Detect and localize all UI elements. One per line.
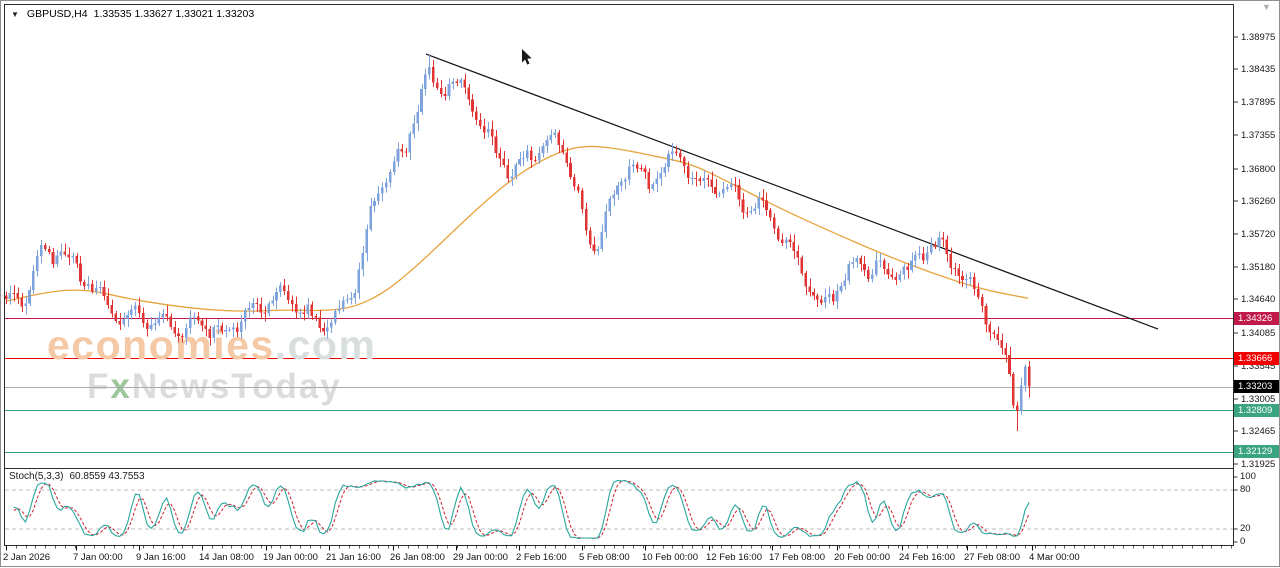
stochastic-axis-tick: 80: [1240, 484, 1251, 495]
stochastic-k-line: [13, 479, 1030, 539]
horizontal-level-lines[interactable]: [5, 318, 1233, 453]
time-axis-label: 2 Feb 16:00: [516, 552, 567, 563]
time-axis-label: 29 Jan 00:00: [453, 552, 508, 563]
price-axis-tick: 1.36800: [1241, 163, 1276, 175]
price-axis-tick: 1.31925: [1241, 458, 1276, 470]
stochastic-values: 60.8559 43.7553: [69, 471, 145, 482]
time-axis-label: 27 Feb 08:00: [964, 552, 1020, 563]
price-axis-tick: 1.34640: [1241, 294, 1276, 306]
price-axis-tick: 1.35720: [1241, 229, 1276, 240]
price-axis-tick: 1.34085: [1241, 328, 1276, 340]
level-price-tag: 1.34326: [1234, 311, 1279, 325]
price-axis-tick: 1.33005: [1241, 393, 1276, 405]
time-axis-label: 20 Feb 00:00: [834, 552, 890, 563]
time-axis-label: 26 Jan 08:00: [390, 552, 445, 563]
time-axis-label: 12 Feb 16:00: [706, 552, 762, 563]
time-axis-label: 9 Jan 16:00: [136, 552, 186, 563]
scale-arrow-icon[interactable]: ▼: [1262, 2, 1271, 12]
ohlc-values: 1.33535 1.33627 1.33021 1.33203: [93, 8, 255, 20]
price-axis-tick: 1.35180: [1241, 261, 1276, 273]
descending-trendline[interactable]: [425, 53, 1159, 330]
time-axis-label: 19 Jan 00:00: [263, 552, 318, 563]
chart-header: ▼ GBPUSD,H4 1.33535 1.33627 1.33021 1.33…: [11, 8, 254, 20]
symbol-dropdown-icon[interactable]: ▼: [11, 9, 19, 19]
price-axis-tick: 1.32465: [1241, 426, 1276, 438]
time-axis-label: 14 Jan 08:00: [199, 552, 254, 563]
stochastic-levels: [5, 489, 1233, 530]
watermark: economies.com FxNewsToday: [47, 322, 375, 406]
stochastic-header: Stoch(5,3,3) 60.8559 43.7553: [9, 471, 145, 482]
svg-text:FxNewsToday: FxNewsToday: [87, 367, 342, 406]
time-axis-label: 4 Mar 00:00: [1029, 552, 1080, 563]
stochastic-name: Stoch(5,3,3): [9, 471, 64, 482]
level-price-tag: 1.32809: [1234, 403, 1279, 417]
time-axis-label: 2 Jan 2026: [3, 552, 51, 563]
pane-frame: [4, 4, 1238, 551]
level-price-tag: 1.33666: [1234, 351, 1279, 365]
time-axis-label: 10 Feb 00:00: [642, 552, 698, 563]
price-axis-tick: 1.37895: [1241, 97, 1276, 109]
price-axis-tick: 1.36260: [1241, 196, 1276, 208]
price-axis-tick: 1.38435: [1241, 64, 1276, 76]
time-axis-label: 21 Jan 16:00: [326, 552, 381, 563]
stochastic-axis-tick: 0: [1240, 536, 1246, 547]
level-price-tag: 1.32129: [1234, 445, 1279, 459]
candles: [5, 54, 1031, 431]
time-axis-label: 5 Feb 08:00: [579, 552, 630, 563]
time-axis-label: 17 Feb 08:00: [769, 552, 825, 563]
stochastic-axis-tick: 100: [1240, 471, 1256, 482]
time-axis-label: 24 Feb 16:00: [899, 552, 955, 563]
price-axis-tick: 1.38975: [1241, 31, 1276, 43]
stochastic-axis-tick: 20: [1240, 523, 1251, 534]
time-axis-label: 7 Jan 00:00: [73, 552, 123, 563]
price-axis-tick: 1.33545: [1241, 360, 1276, 372]
price-axis-tick: 1.37355: [1241, 129, 1276, 141]
current-price-tag: 1.33203: [1234, 380, 1279, 394]
stochastic-d-line: [13, 480, 1030, 539]
symbol-label: GBPUSD,H4: [26, 8, 88, 20]
mouse-cursor: [522, 49, 532, 65]
moving-average-line[interactable]: [5, 145, 1029, 312]
